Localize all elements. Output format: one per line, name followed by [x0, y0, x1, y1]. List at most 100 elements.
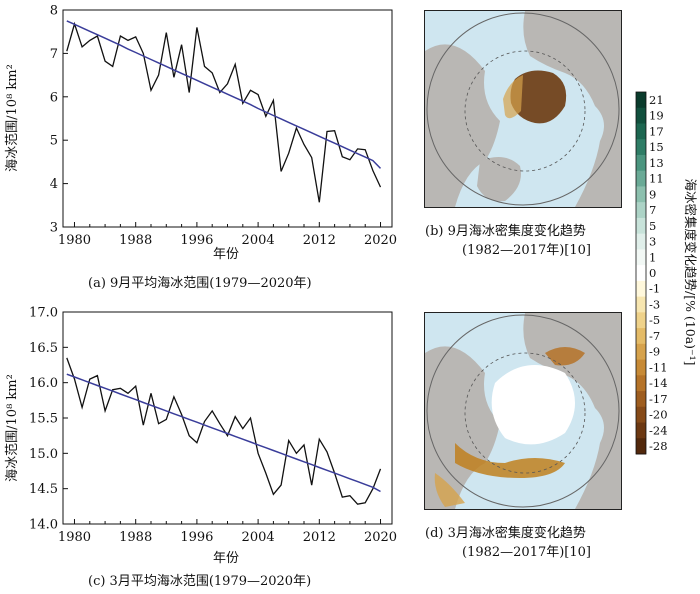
map-d-ice-loss-south	[455, 443, 565, 478]
colorbar-tick-label: -28	[649, 439, 668, 453]
caption-b-line1: (b) 9月海冰密集度变化趋势	[425, 224, 586, 239]
colorbar-swatch	[636, 123, 646, 140]
caption-d-line1: (d) 3月海冰密集度变化趋势	[425, 526, 586, 541]
colorbar-swatch	[636, 249, 646, 266]
chart-c-xtick-label: 2004	[242, 530, 275, 545]
map-b-ice-loss-edge	[503, 75, 523, 119]
colorbar-swatch	[636, 406, 646, 423]
colorbar-swatch	[636, 170, 646, 187]
map-b-land-eurasia	[523, 11, 621, 207]
chart-a-xtick-label: 1988	[119, 233, 152, 248]
colorbar-swatch	[636, 438, 646, 455]
chart-a-ytick-label: 8	[50, 4, 58, 19]
chart-c-ytick-label: 16.5	[29, 341, 58, 356]
map-b-greenland	[477, 157, 521, 202]
map-d-ice-cover	[491, 365, 575, 445]
chart-a-xlabel: 年份	[213, 247, 239, 262]
colorbar-tick-label: 7	[649, 203, 656, 217]
colorbar-swatch	[636, 296, 646, 313]
chart-a-ylabel: 海冰范围/10⁸ km²	[5, 64, 20, 172]
caption-a: (a) 9月平均海冰范围(1979—2020年)	[88, 276, 312, 291]
colorbar-swatch	[636, 391, 646, 408]
colorbar-swatch	[636, 202, 646, 219]
chart-c-ytick-label: 15.5	[29, 412, 58, 427]
map-d-land-north-america	[425, 346, 500, 509]
chart-a-trend-line	[66, 20, 382, 169]
chart-a-xtick-label: 1996	[180, 233, 213, 248]
chart-c-ytick-label: 14.0	[29, 518, 58, 533]
colorbar: 211917151311975310-1-3-5-7-9-11-14-17-20…	[635, 91, 698, 455]
colorbar-tick-label: 19	[649, 109, 664, 123]
colorbar-tick-label: 11	[649, 172, 664, 186]
colorbar-swatch	[636, 217, 646, 235]
chart-c-xtick-label: 2020	[364, 530, 397, 545]
colorbar-swatch	[636, 92, 646, 109]
caption-c: (c) 3月平均海冰范围(1979—2020年)	[88, 574, 312, 589]
chart-a-ytick-label: 5	[50, 134, 58, 149]
chart-a-frame	[62, 9, 393, 228]
colorbar-swatch	[636, 186, 646, 203]
map-b-ice-loss	[510, 70, 567, 124]
colorbar-tick-label: 0	[649, 266, 656, 280]
chart-c-ytick-label: 14.5	[29, 482, 58, 497]
map-b-frame	[426, 12, 620, 206]
colorbar-tick-label: -5	[649, 313, 660, 327]
caption-d-line2: (1982—2017年)[10]	[462, 545, 591, 560]
colorbar-tick-label: 13	[649, 156, 664, 170]
colorbar-tick-label: 5	[649, 219, 656, 233]
map-march	[424, 312, 622, 510]
chart-c-series-line	[66, 357, 382, 505]
colorbar-tick-label: 9	[649, 187, 656, 201]
chart-a: 3 4 5 6 7 8 1980 1988 1996 2004 2012 2020 海冰范围/10⁸ …	[5, 4, 397, 263]
chart-a-xtick-label: 2020	[364, 233, 397, 248]
colorbar-tick-label: -17	[649, 392, 668, 406]
chart-c-ylabel: 海冰范围/10⁸ km²	[5, 374, 20, 482]
colorbar-tick-label: 15	[649, 140, 664, 154]
colorbar-tick-label: 3	[649, 235, 656, 249]
colorbar-tick-label: -3	[649, 297, 660, 311]
colorbar-swatch	[636, 312, 646, 329]
colorbar-tick-label: 21	[649, 93, 664, 107]
map-b-latitude-circle	[464, 50, 586, 172]
colorbar-tick-label: -24	[649, 423, 668, 437]
colorbar-swatch	[636, 375, 646, 392]
chart-a-xtick-label: 2012	[303, 233, 336, 248]
colorbar-swatch	[636, 107, 646, 124]
colorbar-tick-label: -1	[649, 282, 660, 296]
colorbar-tick-label: -20	[649, 408, 668, 422]
chart-a-ytick-label: 6	[50, 90, 58, 105]
chart-c-xlabel: 年份	[213, 551, 239, 566]
map-september	[424, 10, 622, 208]
caption-b-line2: (1982—2017年)[10]	[462, 243, 591, 258]
colorbar-tick-label: -7	[649, 329, 660, 343]
chart-a-ytick-label: 4	[50, 177, 58, 192]
chart-c-xtick-label: 2012	[303, 530, 336, 545]
colorbar-swatch	[636, 422, 646, 439]
colorbar-tick-label: -9	[649, 345, 660, 359]
colorbar-swatch	[636, 139, 646, 156]
colorbar-swatch	[636, 359, 646, 376]
colorbar-tick-label: -14	[649, 376, 668, 390]
colorbar-swatch	[636, 233, 646, 250]
chart-c-ytick-label: 16.0	[29, 376, 58, 391]
chart-c-ytick-label: 17.0	[29, 306, 58, 321]
chart-c-trend-line	[66, 373, 381, 493]
map-d-latitude-circle	[464, 352, 586, 474]
colorbar-swatch	[636, 343, 646, 360]
map-d-frame	[426, 314, 620, 508]
map-d-ice-loss-west	[434, 473, 465, 507]
colorbar-tick-label: 17	[649, 124, 664, 138]
colorbar-tick-label: -11	[649, 360, 668, 374]
colorbar-frame	[635, 91, 647, 455]
chart-a-series-line	[66, 21, 382, 203]
colorbar-swatch	[636, 280, 646, 298]
colorbar-swatch	[636, 154, 646, 172]
chart-a-xtick-label: 2004	[242, 233, 275, 248]
map-d-land-eurasia	[523, 313, 621, 509]
colorbar-label: 海冰密集度变化趋势/[% (10a)⁻¹]	[683, 178, 698, 365]
chart-c-xtick-label: 1980	[58, 530, 91, 545]
chart-c: 14.0 14.5 15.0 15.5 16.0 16.5 17.0 1980 1988 1996…	[5, 306, 397, 567]
chart-a-ytick-label: 7	[50, 47, 58, 62]
chart-c-xtick-label: 1988	[119, 530, 152, 545]
colorbar-tick-label: 1	[649, 250, 656, 264]
